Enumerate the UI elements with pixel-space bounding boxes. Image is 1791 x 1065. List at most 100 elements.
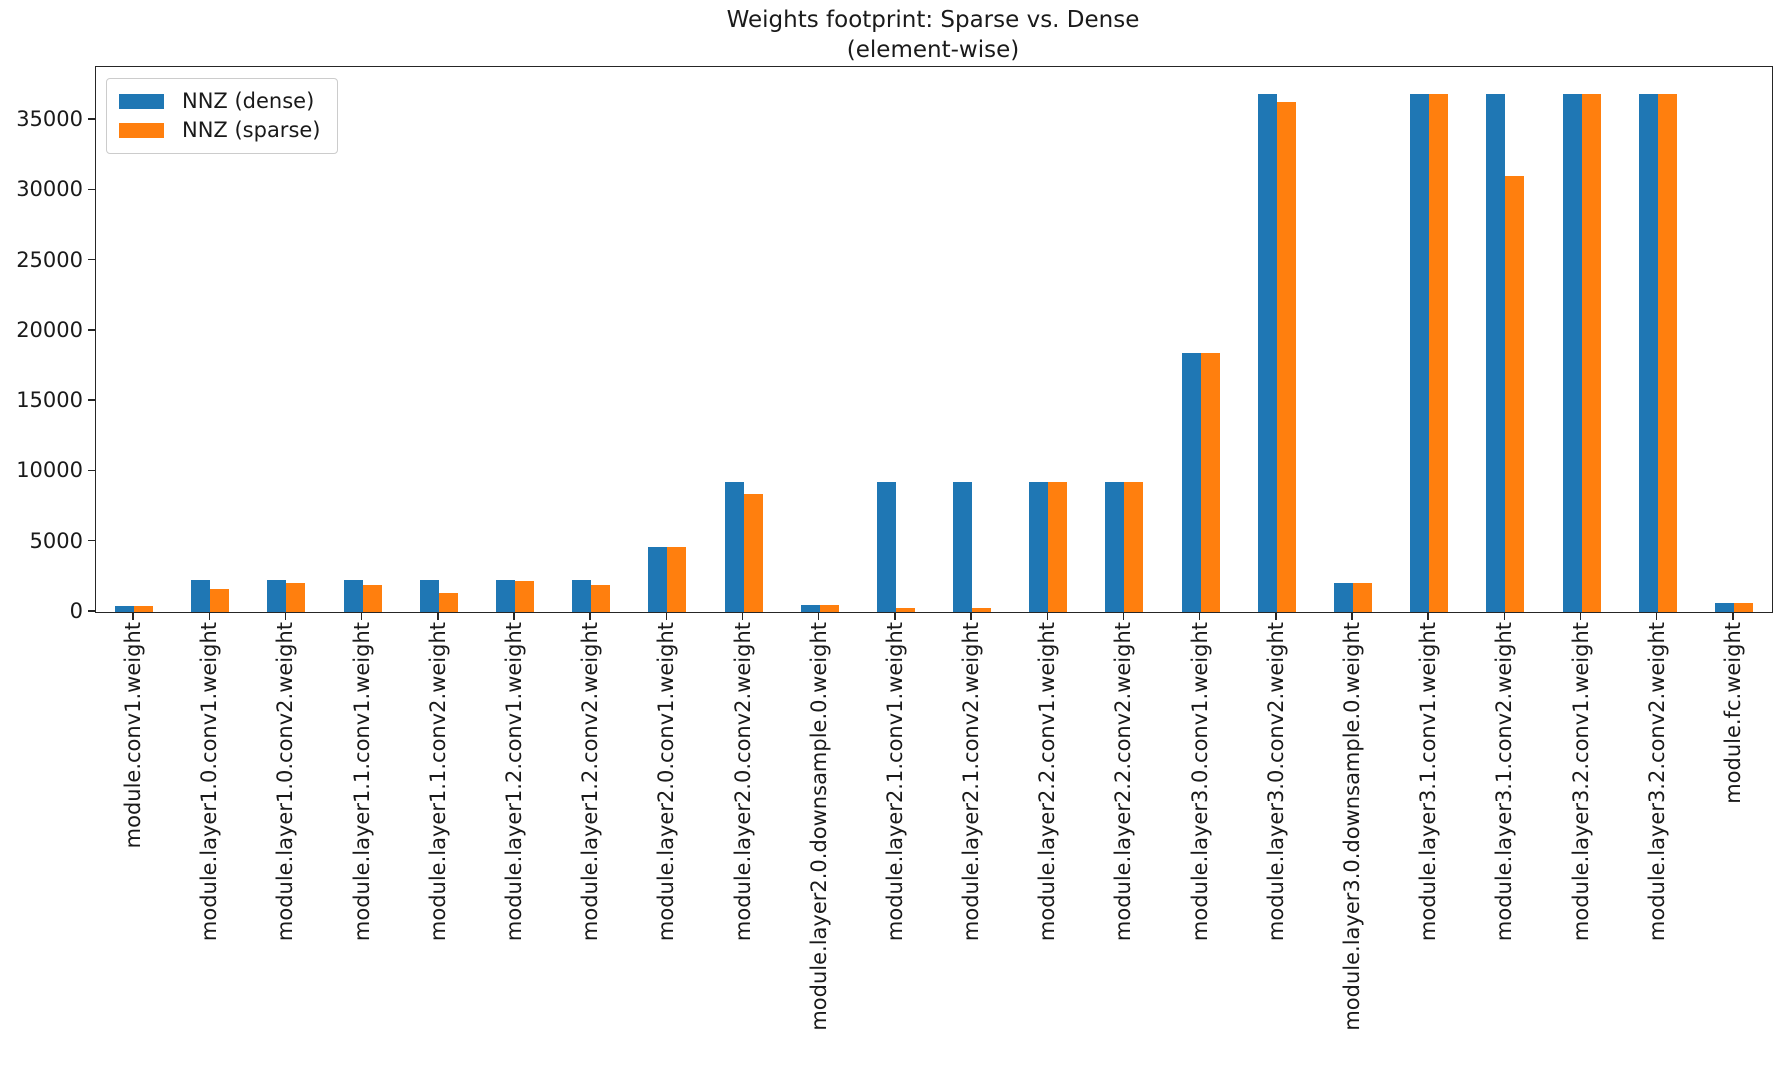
- x-tick-label: module.fc.weight: [1720, 622, 1745, 804]
- bar-sparse: [1276, 102, 1296, 612]
- x-tick-mark: [1579, 612, 1582, 620]
- bar-dense: [1257, 93, 1277, 612]
- bar-sparse: [895, 607, 915, 612]
- x-tick-mark: [208, 612, 211, 620]
- y-tick-label: 0: [69, 599, 83, 623]
- bar-sparse: [1581, 93, 1601, 612]
- bar-dense: [1410, 93, 1430, 612]
- x-tick-mark: [132, 612, 134, 620]
- x-tick-label: module.layer3.2.conv1.weight: [1568, 622, 1593, 942]
- x-tick-mark: [817, 612, 820, 620]
- x-tick-mark: [1503, 612, 1506, 620]
- bar-dense: [572, 579, 592, 612]
- bar-dense: [1486, 93, 1506, 612]
- x-tick-mark: [360, 612, 363, 620]
- x-tick-label: module.layer3.0.conv2.weight: [1263, 622, 1288, 942]
- y-tick-mark: [88, 258, 95, 261]
- y-tick-mark: [88, 539, 95, 542]
- bar-dense: [648, 547, 668, 612]
- x-tick-mark: [1732, 612, 1734, 620]
- bar-sparse: [438, 593, 458, 612]
- x-tick-label: module.layer1.1.conv1.weight: [349, 622, 374, 942]
- x-tick-label: module.layer1.2.conv2.weight: [578, 622, 603, 942]
- chart-title-line2: (element-wise): [846, 37, 1020, 63]
- x-tick-label: module.layer1.0.conv1.weight: [197, 622, 222, 942]
- x-tick-label: module.layer2.0.conv1.weight: [654, 622, 679, 942]
- x-tick-mark: [1198, 612, 1201, 620]
- x-tick-mark: [1275, 612, 1277, 620]
- bar-dense: [1029, 482, 1049, 612]
- y-tick-mark: [88, 118, 95, 120]
- y-tick-label: 15000: [16, 388, 83, 413]
- bar-sparse: [1353, 583, 1373, 612]
- y-tick-mark: [88, 610, 95, 612]
- bar-dense: [191, 579, 211, 612]
- legend-label: NNZ (sparse): [182, 118, 321, 142]
- bar-dense: [115, 605, 135, 612]
- x-tick-label: module.layer3.0.downsample.0.weight: [1340, 622, 1364, 1031]
- x-tick-mark: [665, 612, 668, 620]
- legend-label: NNZ (dense): [182, 89, 315, 113]
- bar-sparse: [362, 585, 382, 612]
- y-tick-label: 35000: [16, 106, 83, 131]
- legend: NNZ (dense) NNZ (sparse): [106, 78, 338, 154]
- x-tick-label: module.layer1.2.conv1.weight: [502, 622, 526, 942]
- legend-swatch-sparse: [119, 123, 164, 138]
- bar-sparse: [972, 607, 992, 612]
- x-tick-label: module.layer2.1.conv1.weight: [882, 622, 907, 942]
- y-tick-label: 20000: [16, 317, 83, 342]
- x-tick-label: module.layer3.1.conv2.weight: [1492, 622, 1517, 942]
- bar-sparse: [667, 547, 687, 612]
- x-tick-mark: [1351, 612, 1353, 620]
- y-tick-label: 5000: [29, 528, 83, 553]
- bar-sparse: [1048, 482, 1068, 612]
- x-tick-mark: [1427, 612, 1429, 620]
- x-tick-label: module.layer3.1.conv1.weight: [1416, 622, 1441, 942]
- bar-sparse: [1733, 603, 1753, 612]
- bar-sparse: [1124, 482, 1144, 612]
- x-tick-label: module.layer2.0.conv2.weight: [730, 622, 755, 942]
- bar-dense: [724, 482, 744, 612]
- x-tick-label: module.layer3.0.conv1.weight: [1187, 622, 1212, 942]
- x-tick-mark: [1655, 612, 1658, 620]
- y-tick-label: 30000: [16, 177, 83, 202]
- bar-dense: [419, 579, 439, 612]
- bar-sparse: [515, 581, 535, 612]
- bar-dense: [495, 579, 515, 612]
- bar-dense: [1333, 583, 1353, 612]
- bar-sparse: [286, 583, 306, 612]
- y-tick-mark: [88, 188, 95, 191]
- legend-row: NNZ (sparse): [119, 116, 321, 145]
- chart-title: Weights footprint: Sparse vs. Dense (ele…: [95, 5, 1771, 65]
- x-tick-mark: [894, 612, 896, 620]
- x-tick-mark: [1046, 612, 1049, 620]
- x-tick-mark: [513, 612, 515, 620]
- x-tick-label: module.layer3.2.conv2.weight: [1644, 622, 1669, 942]
- bar-dense: [1105, 482, 1125, 612]
- x-tick-label: module.layer2.0.downsample.0.weight: [806, 622, 831, 1031]
- bar-sparse: [1200, 352, 1220, 612]
- bar-dense: [1562, 93, 1582, 612]
- bar-dense: [800, 604, 820, 612]
- x-tick-mark: [970, 612, 972, 620]
- x-tick-mark: [1122, 612, 1125, 620]
- legend-row: NNZ (dense): [119, 87, 321, 116]
- x-tick-label: module.layer2.2.conv2.weight: [1111, 622, 1136, 942]
- legend-swatch-dense: [119, 94, 164, 109]
- y-tick-mark: [88, 469, 95, 472]
- x-tick-mark: [284, 612, 287, 620]
- bar-sparse: [591, 585, 611, 612]
- bar-sparse: [743, 493, 763, 612]
- bar-sparse: [819, 604, 839, 612]
- plot-area: NNZ (dense) NNZ (sparse): [95, 66, 1773, 613]
- bar-sparse: [1505, 175, 1525, 612]
- bar-dense: [1714, 603, 1734, 612]
- bar-dense: [343, 579, 363, 612]
- bar-sparse: [1429, 93, 1449, 612]
- y-tick-mark: [88, 399, 95, 401]
- y-tick-label: 10000: [16, 458, 83, 483]
- bar-dense: [1181, 352, 1201, 612]
- bar-dense: [267, 579, 287, 612]
- bar-dense: [953, 482, 973, 612]
